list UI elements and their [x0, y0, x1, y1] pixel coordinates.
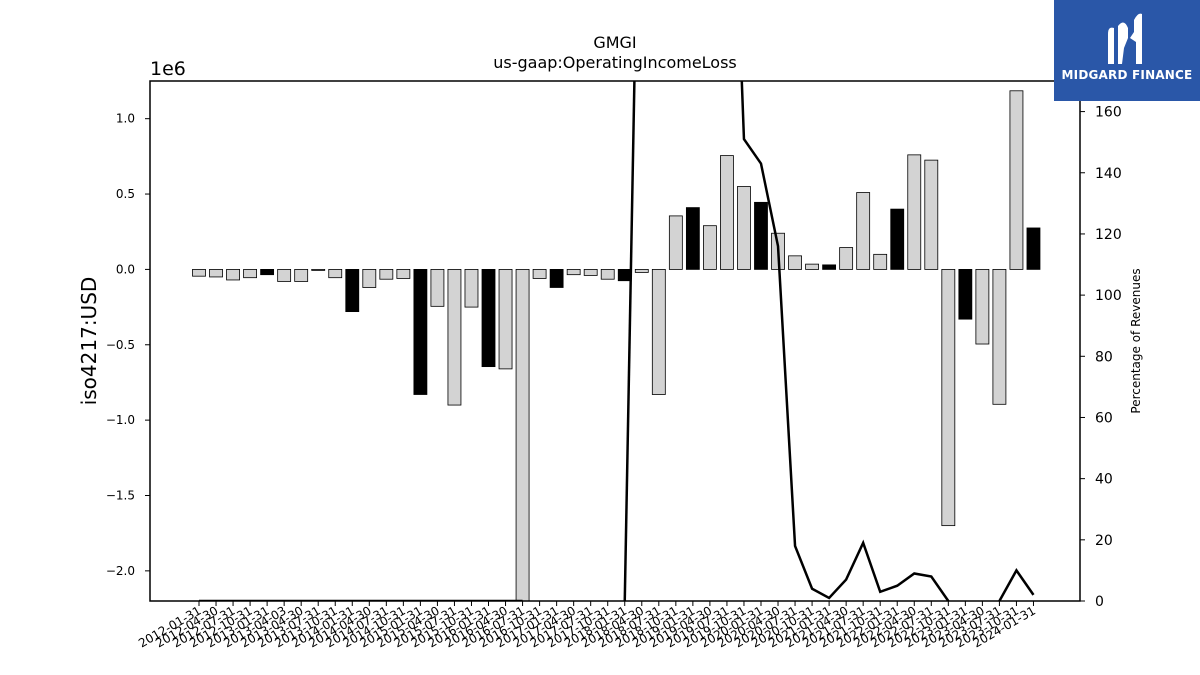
y-axis-label: iso4217:USD: [77, 277, 101, 406]
bar-2022-01-31: [890, 208, 905, 270]
bar-2024-01-31: [1026, 227, 1041, 270]
bar-2019-10-31: [737, 186, 751, 270]
chart-title: GMGI: [593, 33, 636, 52]
bar-2018-01-31: [617, 269, 632, 282]
bar-2017-10-31: [600, 269, 615, 280]
bar-2013-04-30: [294, 269, 309, 282]
y-tick-label: −0.5: [106, 338, 135, 352]
bar-2023-07-31: [992, 269, 1007, 405]
bar-2023-01-31: [958, 269, 973, 320]
y-tick-label: −1.0: [106, 413, 135, 427]
bar-2019-07-31: [720, 155, 734, 270]
bar-2013-10-31: [328, 269, 343, 279]
bar-2017-04-30: [566, 269, 581, 276]
y2-tick-label: 80: [1095, 349, 1113, 365]
bar-2015-04-30: [430, 269, 445, 307]
bar-series: [192, 90, 1041, 602]
percentage-line-segment-4: [998, 568, 1035, 601]
y2-tick-label: 160: [1095, 105, 1122, 121]
bar-2017-07-31: [583, 269, 598, 276]
bar-2013-01-31: [260, 269, 275, 276]
percentage-line-segment-3: [740, 81, 950, 601]
bar-2019-01-31: [685, 207, 700, 270]
bar-2012-04-30: [209, 269, 223, 278]
bar-2014-01-31: [345, 269, 360, 313]
chart-subtitle: us-gaap:OperatingIncomeLoss: [493, 53, 737, 72]
y2-axis-label: Percentage of Revenues: [1129, 268, 1143, 413]
percentage-line-segment-2: [623, 81, 636, 601]
y2-tick-label: 20: [1095, 533, 1113, 549]
logo-text: MIDGARD FINANCE: [1061, 68, 1193, 82]
bar-2013-04-03: [277, 269, 292, 282]
y-tick-label: 0.5: [116, 187, 135, 201]
y-tick-label: −2.0: [106, 564, 135, 578]
bar-2016-10-31: [532, 269, 547, 279]
bar-2019-04-30: [703, 225, 717, 270]
midgard-finance-logo: MIDGARD FINANCE: [1054, 0, 1200, 101]
plot-frame: [149, 80, 1081, 602]
y2-tick-label: 60: [1095, 410, 1113, 426]
bar-2021-10-31: [873, 253, 888, 270]
y2-tick-label: 0: [1095, 594, 1104, 610]
y2-tick-label: 100: [1095, 288, 1122, 304]
midgard-m-icon: [1108, 13, 1142, 65]
bar-2016-04-30: [498, 269, 513, 370]
y-tick-label: 1.0: [116, 112, 135, 126]
bar-2017-01-31: [549, 269, 564, 288]
y-tick-label: −1.5: [106, 488, 135, 502]
bar-2015-10-31: [464, 269, 479, 308]
y2-axis: 0 20 40 60 80 100 120 140 160: [1080, 105, 1122, 610]
y-axis: −2.0 −1.5 −1.0 −0.5 0.0 0.5 1.0: [106, 112, 150, 578]
bar-2018-04-30: [634, 269, 649, 273]
y-tick-label: 0.0: [116, 262, 135, 276]
bar-2021-01-31: [822, 264, 837, 270]
bar-2013-07-31: [311, 269, 326, 271]
bar-2014-07-31: [379, 269, 394, 280]
bar-2012-10-31: [243, 269, 257, 279]
y2-tick-label: 120: [1095, 227, 1122, 243]
bar-2014-04-30: [362, 269, 377, 288]
bar-2015-07-31: [447, 269, 462, 406]
y2-tick-label: 140: [1095, 166, 1122, 182]
bar-2015-01-31: [413, 269, 428, 395]
bar-2020-01-31: [754, 201, 768, 270]
bar-2016-01-31: [481, 269, 496, 368]
bar-2016-07-31: [515, 269, 530, 602]
y2-tick-label: 40: [1095, 472, 1113, 488]
bar-2022-07-31: [924, 159, 939, 270]
bar-2018-07-31: [651, 269, 666, 395]
bar-2018-10-31: [668, 215, 683, 270]
x-axis: 2012-01-312012-04-302012-07-312012-10-31…: [136, 601, 1038, 650]
bar-2020-10-31: [805, 263, 819, 270]
bar-2012-07-31: [226, 269, 240, 281]
bar-2014-10-31: [396, 269, 411, 279]
bar-2022-04-30: [907, 154, 922, 270]
y-axis-multiplier: 1e6: [150, 58, 186, 80]
bar-2023-04-30: [975, 269, 990, 345]
bar-2021-07-31: [856, 192, 871, 270]
bar-2023-10-31: [1009, 90, 1024, 270]
bar-2021-04-30: [839, 247, 854, 270]
bar-2022-10-31: [941, 269, 956, 527]
bar-2020-07-31: [788, 255, 802, 270]
bar-2012-01-31: [192, 269, 206, 277]
percentage-line-series: [199, 81, 1035, 601]
